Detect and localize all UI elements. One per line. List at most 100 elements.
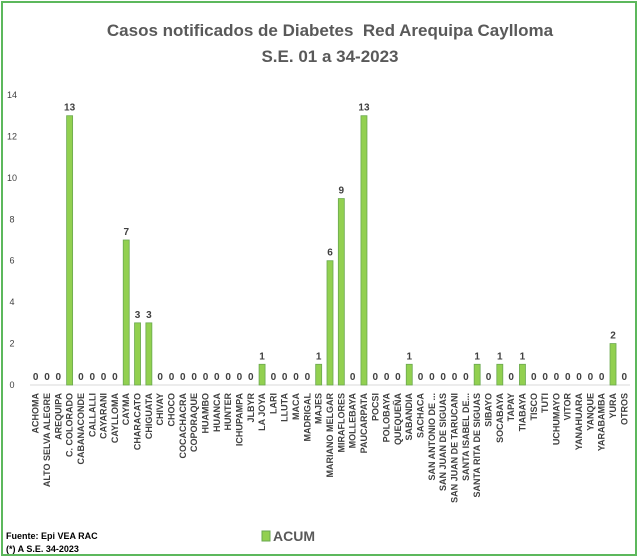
value-label: 0 [565,372,571,383]
bar [122,239,130,386]
value-label: 1 [520,351,526,362]
x-tick-label: AREQUIPA [53,393,63,440]
x-tick-label: CABANACONDE [76,393,86,465]
x-tick-label: LA JOYA [257,393,267,431]
y-tick-label: 2 [9,339,14,349]
value-label: 0 [305,372,311,383]
x-tick-label: MACA [291,393,301,420]
bar [519,363,526,386]
chart-subtitle: S.E. 01 a 34-2023 [261,47,398,66]
legend-label: ACUM [273,528,315,544]
y-tick-label: 6 [9,256,14,266]
value-label: 0 [588,372,594,383]
x-tick-label: HUANCA [212,393,222,432]
x-tick-label: JLBYR [246,393,256,423]
value-label: 0 [33,372,39,383]
x-tick-label: ALTO SELVA ALEGRE [42,393,52,487]
x-tick-label: POLOBAYA [382,393,392,443]
x-tick-label: POCSI [370,393,380,421]
bar [145,322,153,386]
x-tick-label: QUEQUEÑA [393,393,403,446]
x-tick-label: YANQUE [585,393,595,431]
value-label: 0 [248,372,254,383]
value-label: 0 [101,372,107,383]
value-label: 9 [339,186,345,197]
x-tick-label: CAYMA [121,393,131,426]
bar [326,260,334,386]
bar [360,115,368,386]
y-tick-label: 12 [7,131,17,141]
value-label: 0 [78,372,84,383]
value-label: 1 [316,351,322,362]
value-label: 0 [191,372,197,383]
value-label: 3 [135,310,141,321]
period-note: (*) A S.E. 34-2023 [6,544,79,554]
x-tick-label: TISCO [529,393,539,421]
value-label: 0 [271,372,277,383]
bar [496,363,504,386]
x-tick-label: SANTA RITA DE SIGUAS [472,393,482,498]
x-tick-label: SANTA ISABEL DE... [461,393,471,481]
value-label: 0 [531,372,537,383]
value-label: 0 [169,372,175,383]
value-label: 0 [203,372,209,383]
x-tick-label: LARI [268,393,278,414]
x-tick-label: TIABAYA [517,393,527,432]
value-label: 0 [282,372,288,383]
x-tick-label: SIBAYO [483,393,493,427]
value-label: 6 [327,248,333,259]
value-label: 0 [440,372,446,383]
x-tick-label: HUNTER [223,393,233,431]
bar [609,343,617,386]
value-label: 0 [293,372,299,383]
value-label: 0 [225,372,231,383]
x-tick-label: CAYARANI [99,393,109,439]
x-tick-label: UCHUMAYO [551,393,561,445]
value-label: 0 [508,372,514,383]
bar [405,363,413,386]
y-tick-label: 4 [9,297,14,307]
x-tick-label: SABANDIA [404,393,414,441]
value-label: 0 [373,372,379,383]
x-tick-label: ACHOMA [31,393,41,434]
value-label: 0 [89,372,95,383]
value-label: 0 [622,372,628,383]
bar [315,363,323,386]
y-tick-label: 10 [7,173,17,183]
x-tick-label: CAYLLOMA [110,393,120,444]
x-tick-label: HUAMBO [200,393,210,434]
y-tick-label: 14 [7,90,17,100]
x-tick-label: LLUTA [280,393,290,422]
x-tick-label: MAJES [314,393,324,424]
value-label: 1 [259,351,265,362]
value-label: 0 [418,372,424,383]
x-tick-label: SAN JUAN DE SIGUAS [438,393,448,491]
x-tick-label: SACHACA [416,392,426,438]
value-label: 13 [64,103,76,114]
value-label: 0 [180,372,186,383]
x-tick-label: SAN JUAN DE TARUCANI [450,393,460,503]
x-tick-label: COPORAQUE [189,393,199,452]
chart-title: Casos notificados de Diabetes Red Arequi… [107,21,554,40]
value-label: 0 [452,372,458,383]
value-label: 0 [395,372,401,383]
value-label: 1 [497,351,503,362]
value-label: 0 [576,372,582,383]
x-tick-label: MOLLEBAYA [348,393,358,449]
x-tick-label: CHIGUATA [144,393,154,440]
x-tick-label: TUTI [540,393,550,413]
value-label: 0 [486,372,492,383]
value-label: 3 [146,310,152,321]
value-label: 0 [599,372,605,383]
x-tick-label: MARIANO MELGAR [325,393,335,478]
value-label: 2 [610,331,616,342]
x-tick-label: CHOCO [167,393,177,427]
value-label: 0 [350,372,356,383]
value-label: 0 [554,372,560,383]
x-tick-label: CHARACATO [133,393,143,450]
x-tick-label: TAPAY [506,393,516,421]
source-note: Fuente: Epi VEA RAC [6,531,98,541]
bar [258,363,266,386]
value-label: 1 [406,351,412,362]
